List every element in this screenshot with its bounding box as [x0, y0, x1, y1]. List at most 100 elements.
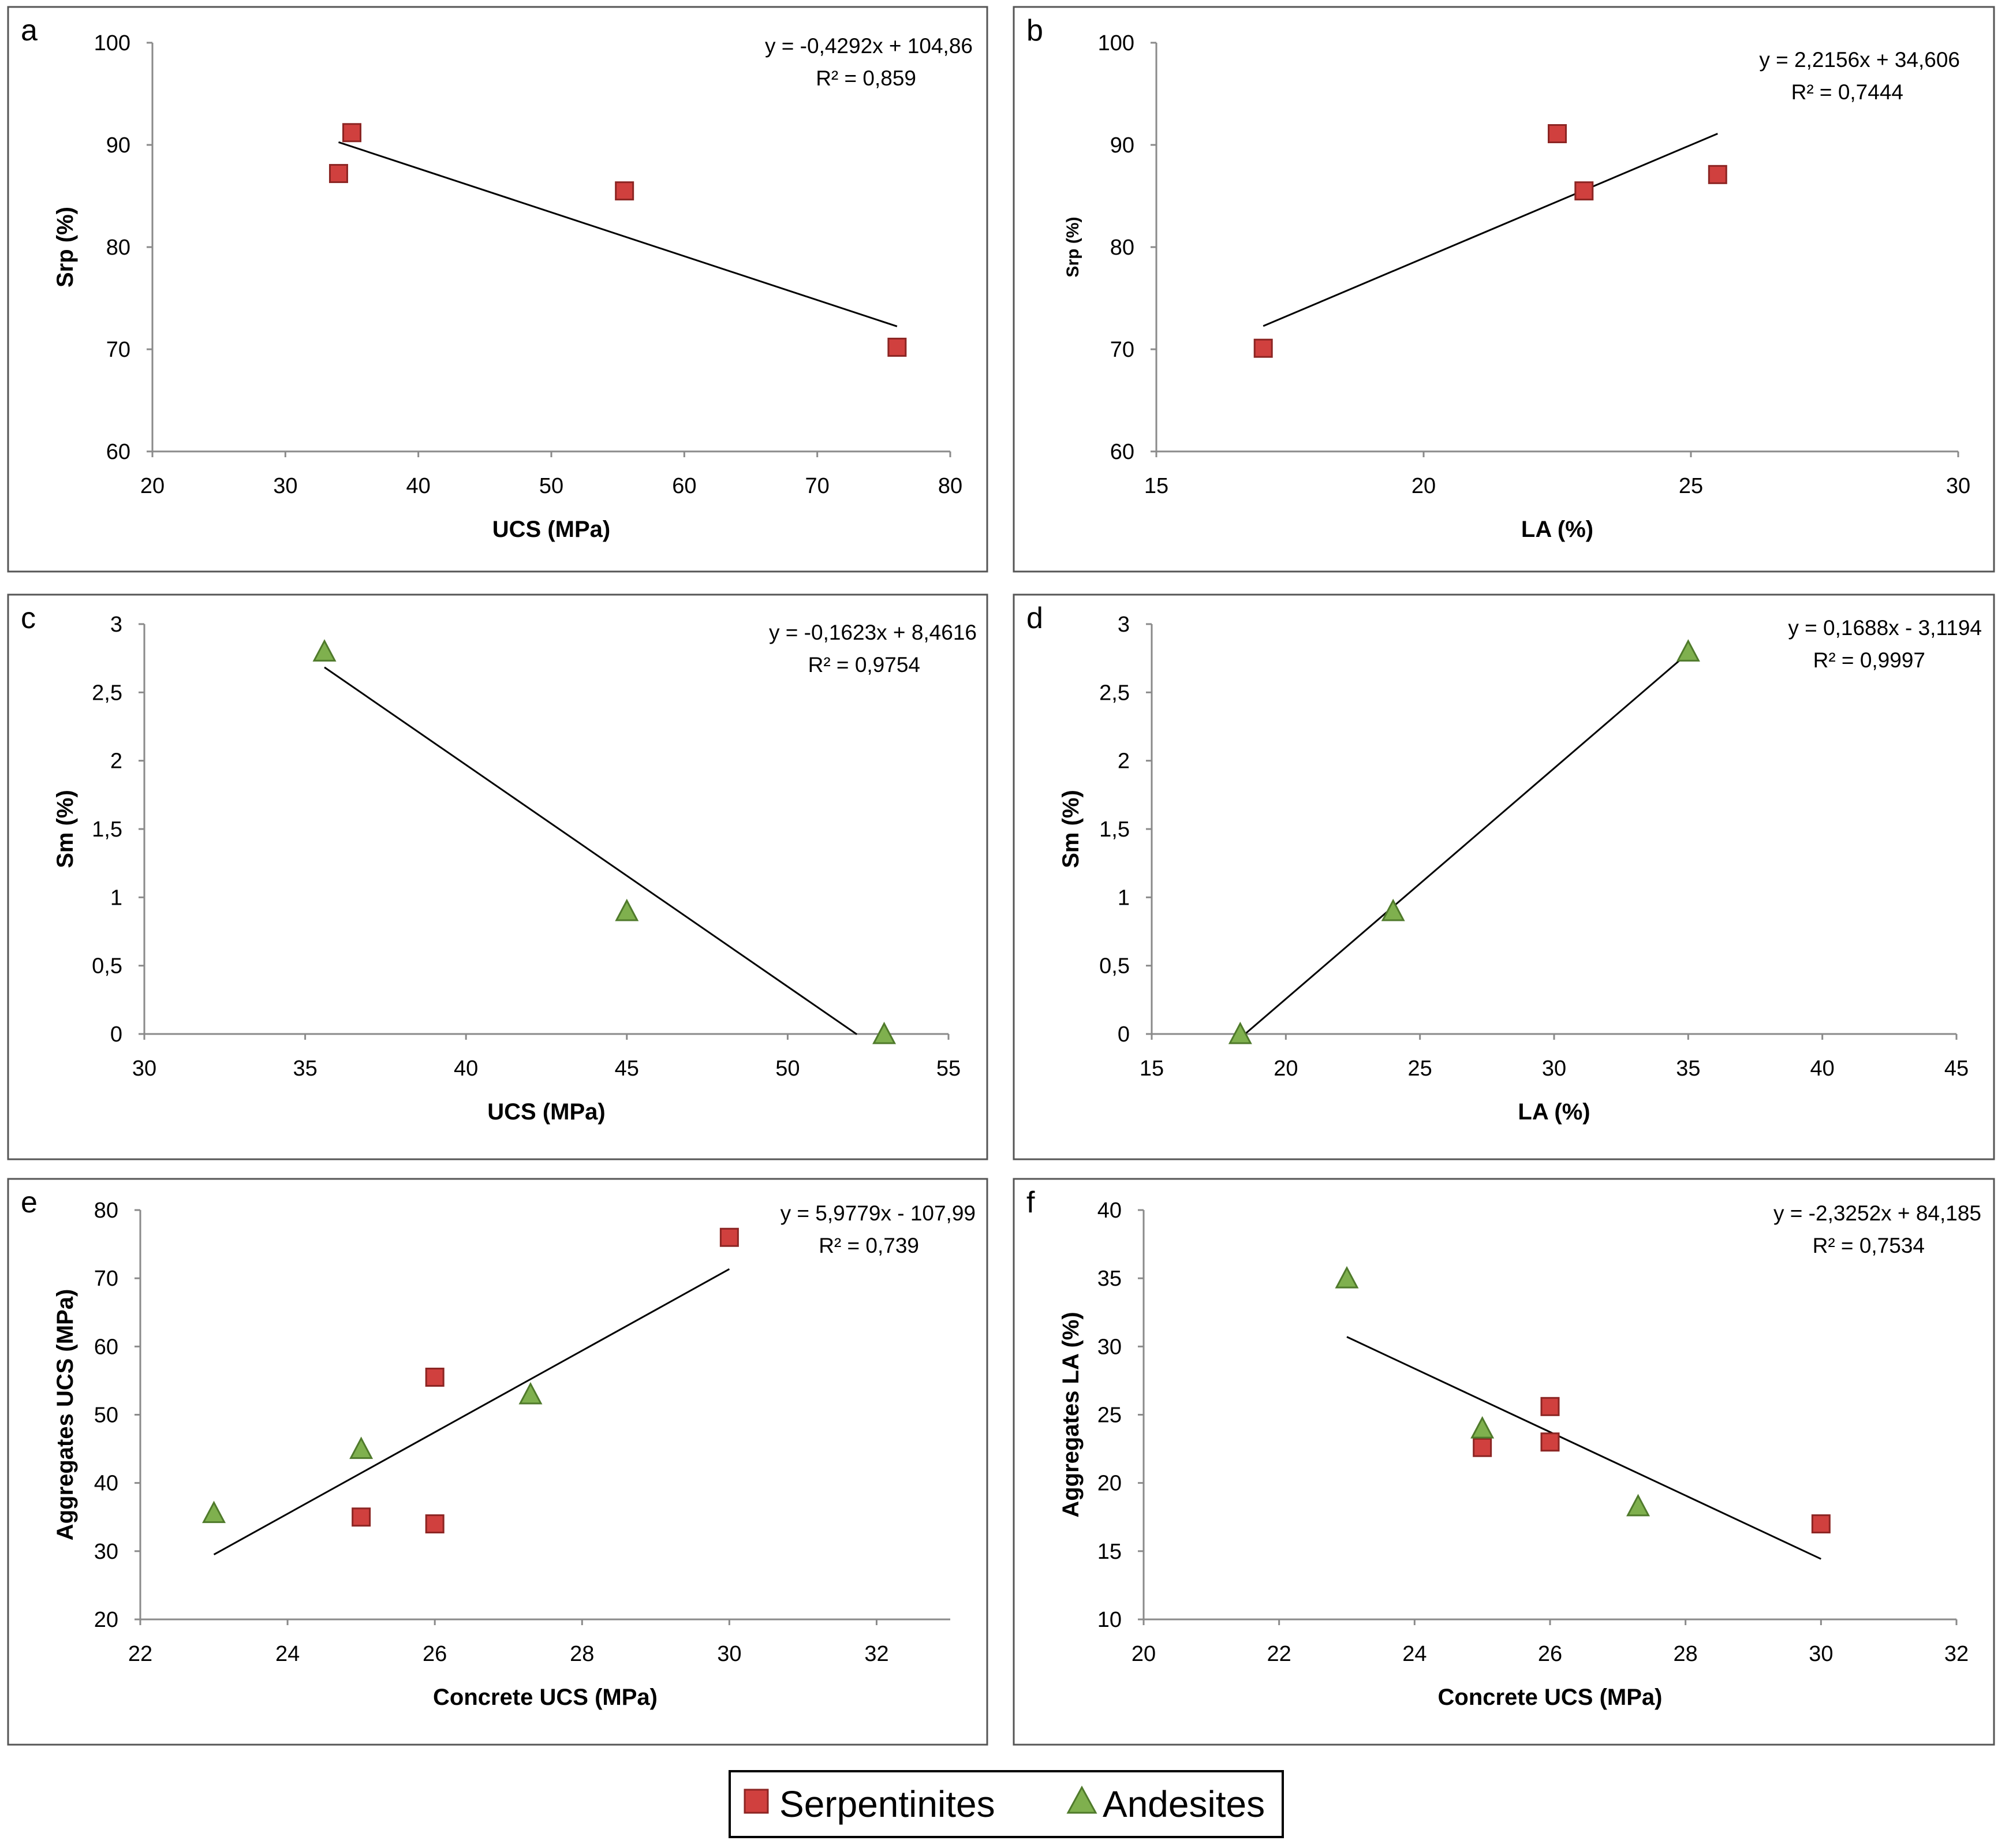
panel-b: b 60 70 80 90 100 15 20 25 30 LA (%) Srp (%) y = 2,2… [1013, 6, 1995, 573]
r-squared-label: R² = 0,7534 [1813, 1234, 1925, 1257]
y-axis-label: Sm (%) [53, 790, 78, 868]
x-tick-label: 20 [1411, 474, 1436, 498]
data-point-andesites [1381, 898, 1405, 921]
y-tick-label: 80 [1110, 236, 1134, 260]
trendline [324, 666, 858, 1035]
data-point-andesites [312, 639, 337, 662]
y-tick-label: 90 [106, 133, 130, 158]
x-tick-label: 80 [938, 474, 962, 498]
x-tick-label: 40 [406, 474, 431, 498]
y-tick-label: 2 [110, 749, 122, 774]
y-tick-label: 0 [1118, 1022, 1130, 1047]
data-point-serpentinites [352, 1507, 371, 1527]
x-axis-label: LA (%) [1518, 1099, 1590, 1125]
x-tick-label: 30 [132, 1056, 156, 1081]
panel-frame [7, 6, 988, 573]
r-squared-label: R² = 0,739 [819, 1234, 919, 1257]
panel-c: c 0 0,5 1 1,5 2 2,5 3 30 35 40 45 50 55 UCS (MPa) Sm (%… [7, 593, 988, 1160]
x-tick-label: 28 [1674, 1642, 1698, 1666]
x-tick-label: 26 [423, 1642, 447, 1666]
data-point-andesites [202, 1500, 226, 1524]
data-point-serpentinites [1708, 165, 1727, 184]
trendline [1244, 652, 1689, 1035]
y-tick-label: 60 [1110, 440, 1134, 464]
panel-letter: a [21, 14, 38, 47]
x-tick-label: 25 [1679, 474, 1703, 498]
y-axis-label: Sm (%) [1058, 790, 1084, 868]
y-tick-label: 20 [94, 1608, 118, 1632]
x-tick-label: 25 [1408, 1056, 1432, 1081]
x-tick-label: 55 [936, 1056, 961, 1081]
y-tick-label: 60 [94, 1335, 118, 1359]
x-tick-label: 60 [672, 474, 696, 498]
regression-equation: y = -0,4292x + 104,86 [765, 34, 973, 58]
data-point-serpentinites [1811, 1514, 1831, 1534]
data-point-andesites [872, 1021, 897, 1044]
r-squared-label: R² = 0,9997 [1813, 648, 1925, 672]
data-point-andesites [518, 1382, 543, 1405]
x-tick-label: 50 [775, 1056, 800, 1081]
panel-a: a 60 70 80 90 100 20 30 40 50 60 70 80 UCS (MPa) Srp (… [7, 6, 988, 573]
legend-label: Andesites [1103, 1783, 1265, 1825]
y-tick-label: 100 [94, 31, 130, 55]
legend-marker-andesites [1066, 1785, 1097, 1814]
data-point-andesites [1335, 1265, 1359, 1289]
y-tick-label: 80 [106, 236, 130, 260]
y-axis-label: Srp (%) [1063, 217, 1082, 278]
panel-letter: c [21, 602, 36, 635]
data-point-serpentinites [1540, 1397, 1560, 1416]
panel-letter: e [21, 1186, 38, 1219]
y-tick-label: 70 [1110, 338, 1134, 362]
y-tick-label: 0,5 [1099, 954, 1130, 979]
x-axis-label: LA (%) [1521, 517, 1593, 542]
data-point-andesites [1676, 639, 1700, 662]
y-tick-label: 0 [110, 1022, 122, 1047]
panel-e: e 20 30 40 50 60 70 80 22 24 26 28 30 32 Concrete UCS … [7, 1178, 988, 1746]
x-axis-label: UCS (MPa) [492, 517, 610, 542]
data-point-andesites [1626, 1494, 1650, 1517]
panel-frame [7, 593, 988, 1160]
x-tick-label: 70 [805, 474, 830, 498]
y-tick-label: 50 [94, 1403, 118, 1428]
x-tick-label: 45 [615, 1056, 639, 1081]
data-point-andesites [349, 1436, 374, 1459]
x-tick-label: 28 [570, 1642, 594, 1666]
legend-box [729, 1770, 1284, 1838]
x-tick-label: 15 [1144, 474, 1168, 498]
x-tick-label: 30 [1542, 1056, 1566, 1081]
y-tick-label: 40 [94, 1472, 118, 1496]
data-point-andesites [615, 898, 639, 921]
trendline [1263, 133, 1718, 327]
y-tick-label: 2,5 [92, 681, 122, 705]
y-tick-label: 30 [94, 1540, 118, 1564]
y-axis-label: Srp (%) [53, 207, 78, 288]
panel-f: f 10 15 20 25 30 35 40 20 22 24 26 28 30 32 Concrete UC… [1013, 1178, 1995, 1746]
y-tick-label: 1 [1118, 886, 1130, 910]
y-tick-label: 90 [1110, 133, 1134, 158]
panel-letter: f [1026, 1186, 1035, 1219]
trendline [1346, 1336, 1821, 1560]
y-tick-label: 20 [1097, 1472, 1122, 1496]
regression-equation: y = -2,3252x + 84,185 [1773, 1201, 1981, 1225]
x-tick-label: 40 [1810, 1056, 1835, 1081]
y-tick-label: 60 [106, 440, 130, 464]
regression-equation: y = 0,1688x - 3,1194 [1788, 616, 1982, 640]
y-tick-label: 15 [1097, 1540, 1122, 1564]
x-tick-label: 30 [1809, 1642, 1833, 1666]
x-tick-label: 20 [140, 474, 165, 498]
data-point-serpentinites [328, 164, 348, 184]
x-tick-label: 30 [717, 1642, 741, 1666]
r-squared-label: R² = 0,7444 [1791, 80, 1903, 104]
regression-equation: y = 5,9779x - 107,99 [781, 1201, 976, 1225]
y-tick-label: 40 [1097, 1199, 1122, 1223]
data-point-serpentinites [615, 181, 634, 201]
x-tick-label: 24 [275, 1642, 300, 1666]
y-tick-label: 1,5 [1099, 817, 1130, 842]
x-tick-label: 22 [1267, 1642, 1291, 1666]
x-tick-label: 20 [1274, 1056, 1298, 1081]
trendline [338, 141, 898, 327]
x-tick-label: 22 [128, 1642, 152, 1666]
x-tick-label: 30 [273, 474, 297, 498]
y-tick-label: 2 [1118, 749, 1130, 774]
data-point-serpentinites [425, 1514, 445, 1534]
